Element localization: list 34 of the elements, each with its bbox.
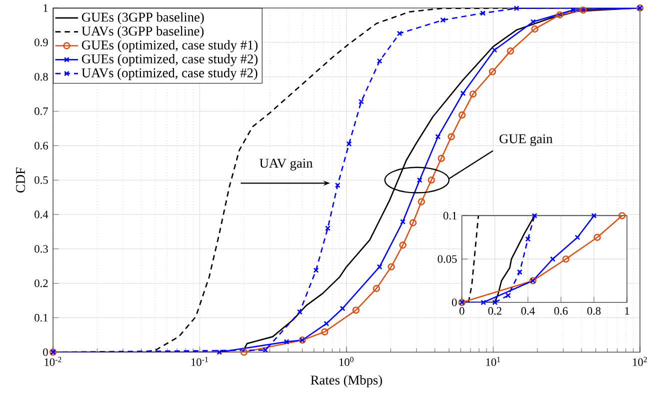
annotation: UAV gain — [260, 158, 313, 170]
x-tick-label: 10$^{-2}$ — [44, 356, 62, 366]
y-tick-label: 0.9 — [34, 38, 48, 46]
y-tick-label: 0.5 — [34, 176, 48, 184]
y-tick-label: 0.05 — [438, 255, 457, 263]
y-tick-label: 0.2 — [34, 279, 48, 288]
y-tick-label: 1 — [44, 4, 48, 12]
x-tick-label: 10$^{0}$ — [340, 356, 354, 366]
x-tick-label: 10$^{2}$ — [632, 356, 647, 366]
y-axis-title: CDF — [16, 167, 25, 192]
legend-label: GUEs (optimized, case study #1) — [82, 40, 258, 52]
legend-label: GUEs (optimized, case study #2) — [82, 54, 258, 66]
x-tick-label: 0.4 — [521, 307, 535, 315]
x-tick-label: 0.2 — [488, 307, 502, 315]
y-tick-label: 0.3 — [34, 244, 48, 253]
y-tick-label: 0.1 — [443, 212, 456, 220]
legend-label: GUEs (3GPP baseline) — [82, 12, 204, 24]
x-tick-label: 0.6 — [554, 307, 568, 315]
y-tick-label: 0 — [452, 298, 457, 306]
y-tick-label: 0.7 — [34, 107, 48, 116]
legend-label: UAVs (optimized, case study #2) — [82, 68, 258, 80]
x-tick-label: 1 — [625, 307, 630, 315]
x-tick-label: 0.8 — [587, 307, 601, 315]
legend-label: UAVs (3GPP baseline) — [82, 26, 204, 38]
x-tick-label: 10$^{1}$ — [486, 356, 500, 366]
y-tick-label: 0.6 — [34, 142, 48, 150]
y-tick-label: 0.1 — [34, 314, 48, 322]
y-tick-label: 0.8 — [34, 72, 48, 81]
x-tick-label: 0 — [460, 307, 464, 315]
y-tick-label: 0.4 — [34, 210, 48, 218]
x-tick-label: 10$^{-1}$ — [191, 356, 208, 366]
y-tick-label: 0 — [43, 348, 48, 356]
x-axis-title: Rates (Mbps) — [310, 375, 382, 388]
annotation: GUE gain — [500, 134, 553, 146]
